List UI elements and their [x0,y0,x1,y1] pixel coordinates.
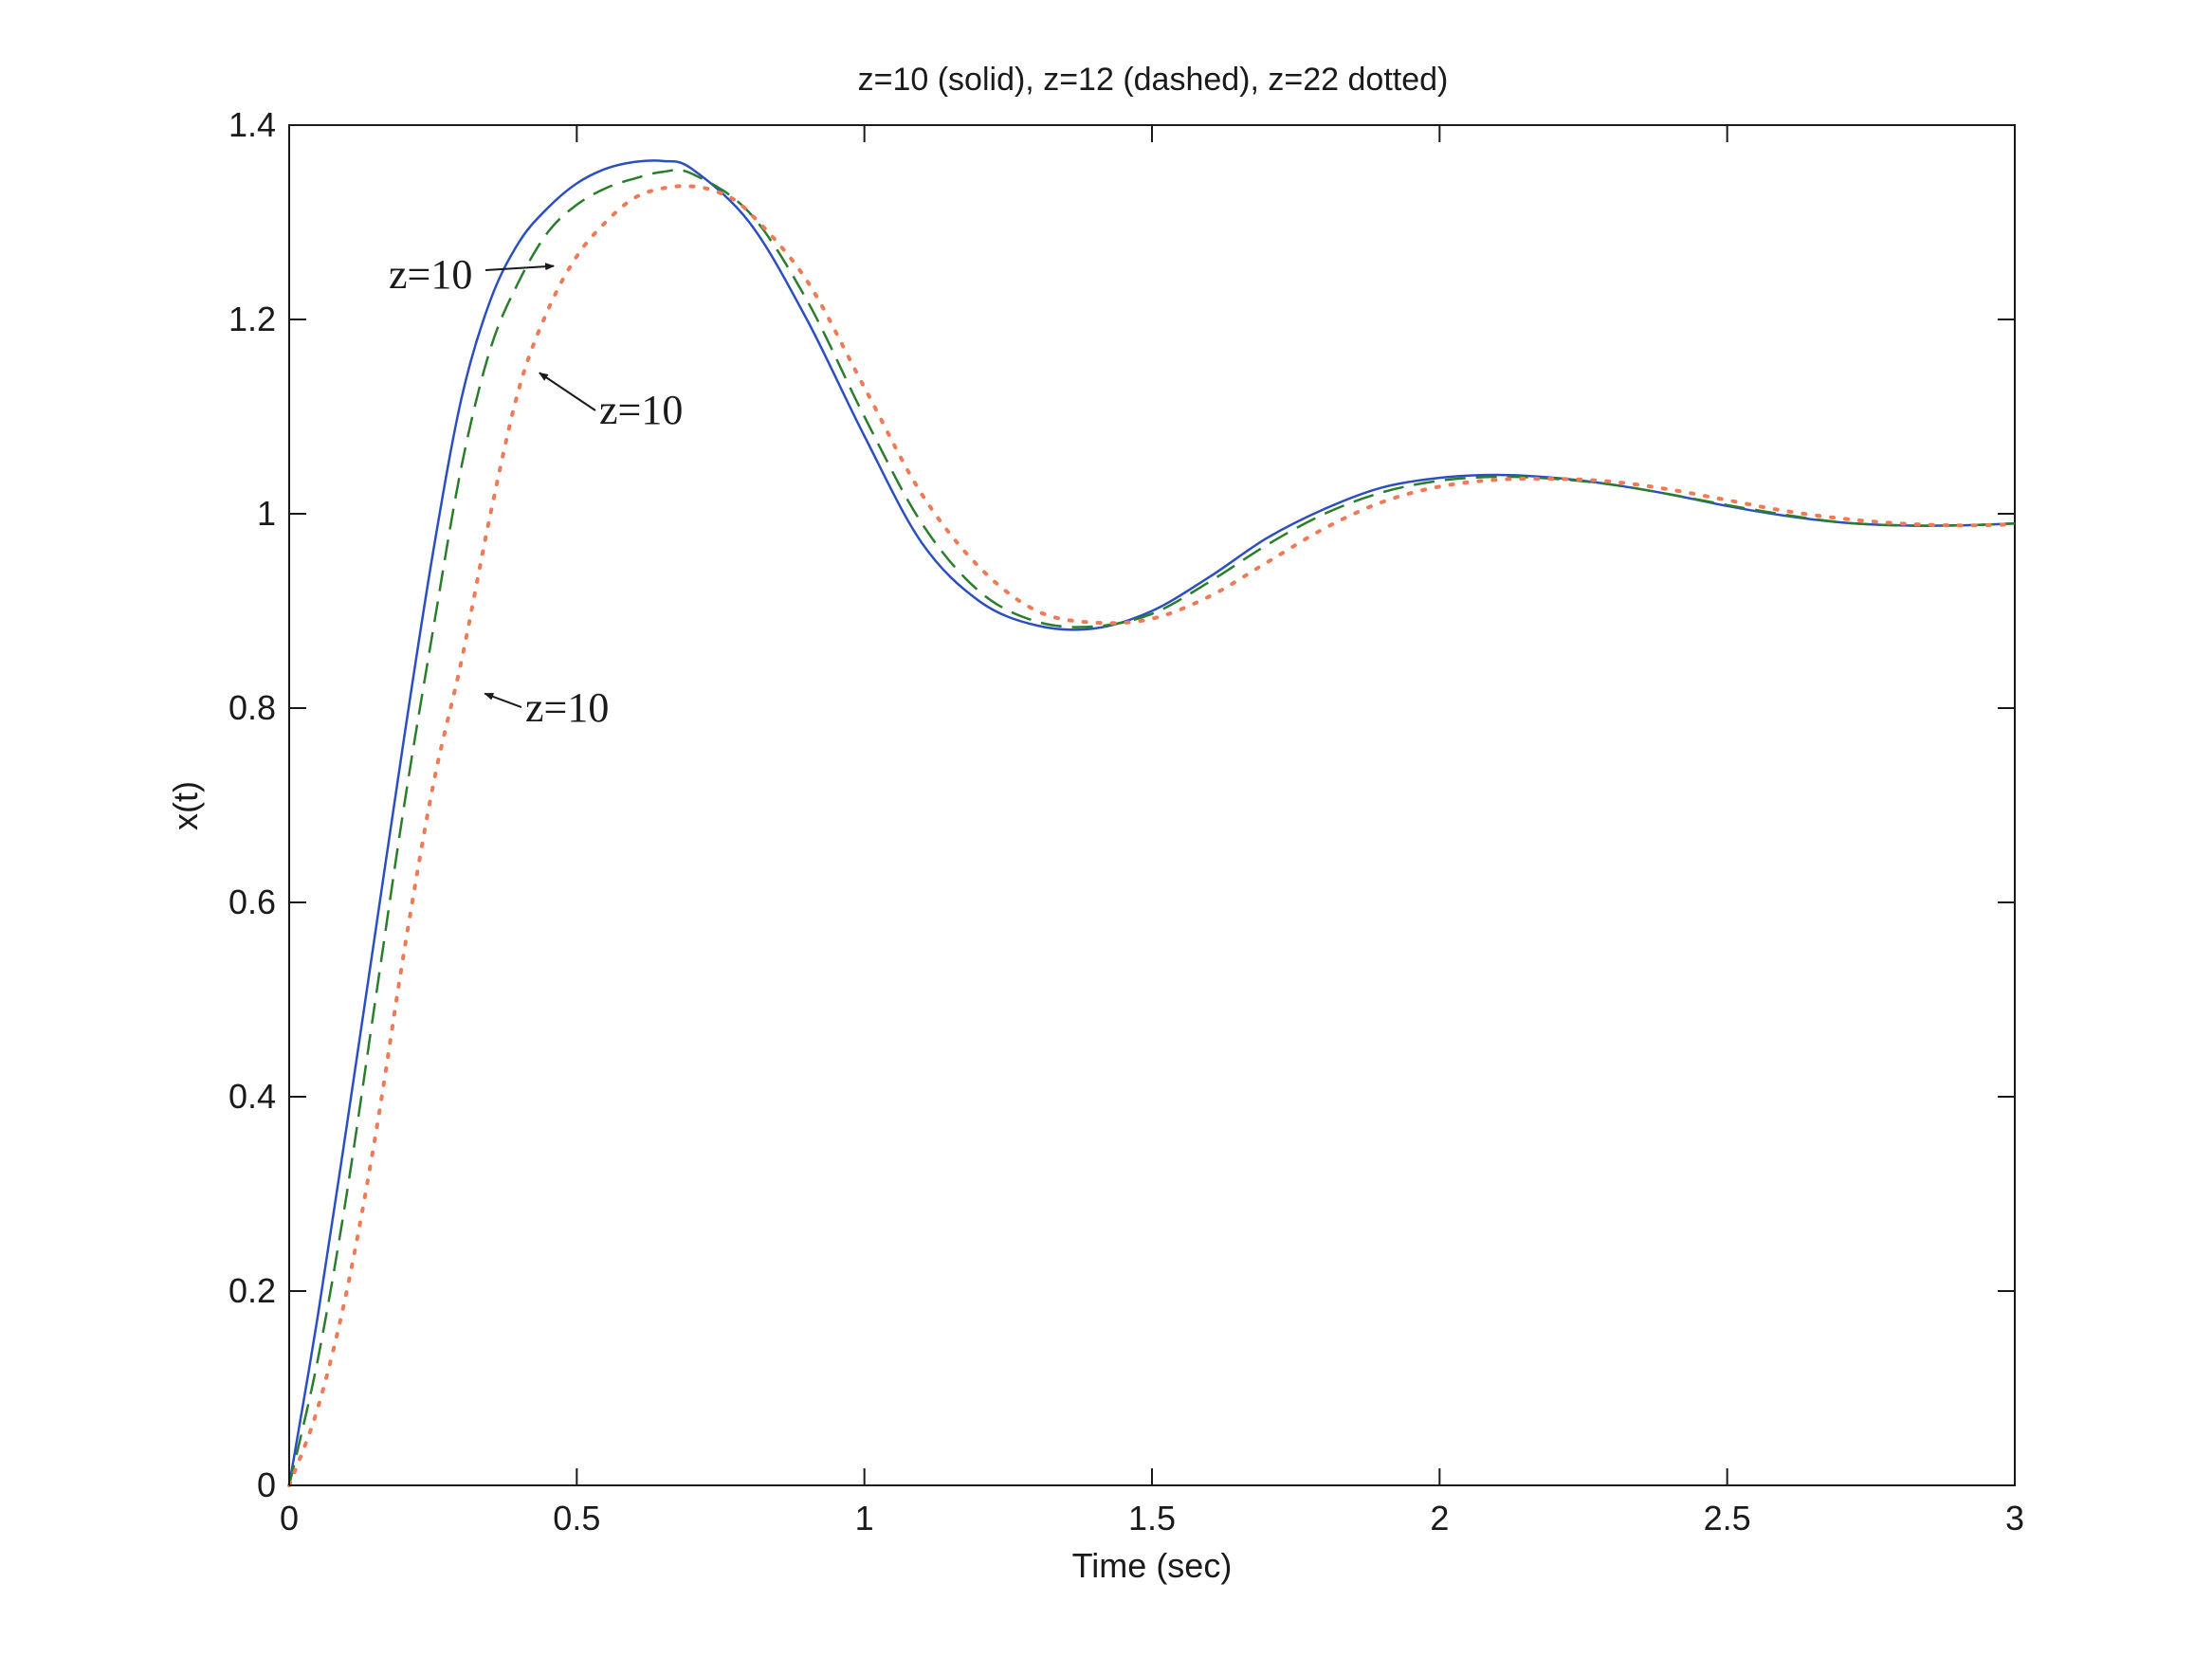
x-tick-label: 1.5 [1128,1499,1176,1538]
y-tick-label: 0 [257,1465,276,1504]
x-tick-label: 0 [280,1499,299,1538]
annotation-layer: z=10 z=10 z=10 [389,251,683,731]
series-line-dotted [287,184,2017,1487]
y-tick-label: 0.4 [229,1077,276,1116]
y-tick-label: 0.2 [229,1271,276,1310]
y-tick-label: 1.2 [229,300,276,338]
x-tick-label: 3 [2005,1499,2024,1538]
x-axis-label: Time (sec) [1072,1546,1233,1585]
x-tick-label: 0.5 [553,1499,600,1538]
annotation-arrow [484,692,522,708]
annotation-label: z=10 [525,684,609,731]
y-axis-label: x(t) [166,781,205,830]
y-tick-label: 0.6 [229,883,276,921]
chart-title: z=10 (solid), z=12 (dashed), z=22 dotted… [858,62,1449,98]
y-tick-labels: 0 0.2 0.4 0.6 0.8 1 1.2 1.4 [229,105,276,1504]
annotation-arrow [539,372,596,411]
y-tick-label: 0.8 [229,688,276,727]
annotation-label: z=10 [599,387,683,433]
x-tick-label: 2.5 [1704,1499,1751,1538]
series-line-dashed [287,168,2016,1486]
annotation-label: z=10 [389,251,472,298]
y-tick-label: 1.4 [229,105,276,144]
x-tick-label: 1 [855,1499,874,1538]
annotation-arrow [484,263,556,271]
x-tick-label: 2 [1430,1499,1449,1538]
tick-layer [288,124,2016,1486]
x-tick-labels: 0 0.5 1 1.5 2 2.5 3 [280,1499,2024,1538]
series-layer [287,159,2017,1487]
y-tick-label: 1 [257,494,276,533]
plot-area: z=10 z=10 z=10 [287,124,2017,1487]
plot-frame [288,124,2016,1486]
